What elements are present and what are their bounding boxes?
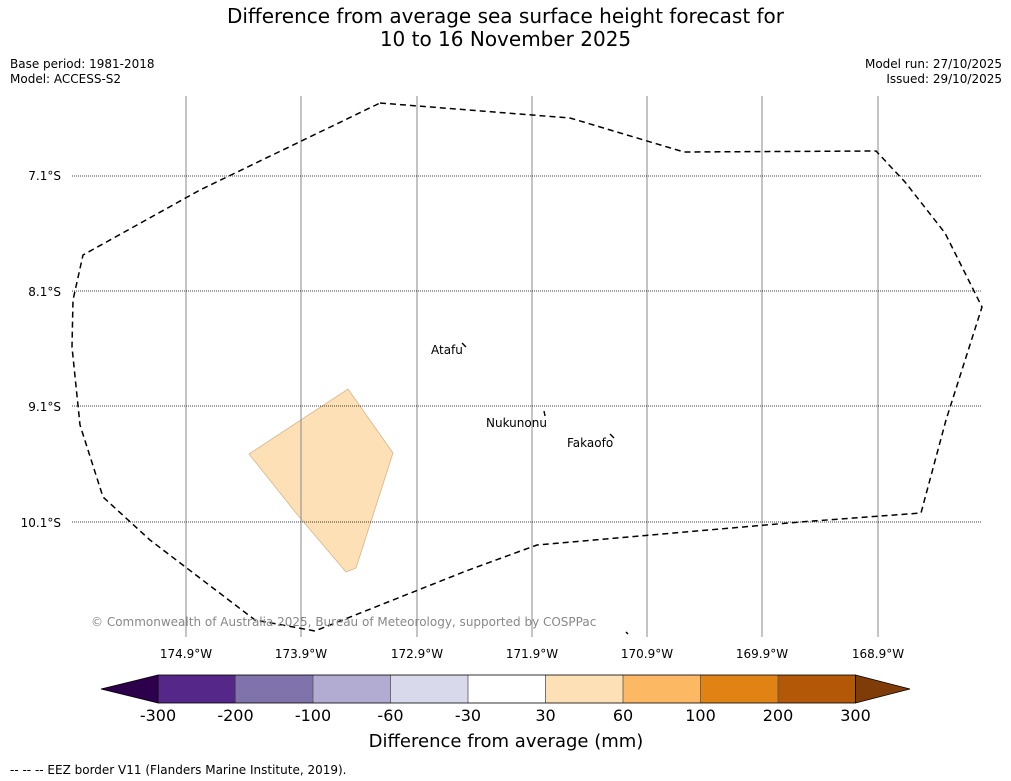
colorbar-segment — [623, 675, 701, 703]
lat-label: 7.1°S — [28, 169, 61, 183]
colorbar-frame — [157, 674, 856, 704]
credit-text: © Commonwealth of Australia 2025, Bureau… — [91, 615, 596, 629]
lon-label: 169.9°W — [736, 647, 788, 661]
lon-label: 171.9°W — [506, 647, 558, 661]
title-line-1: Difference from average sea surface heig… — [226, 4, 785, 28]
model-name: Model: ACCESS-S2 — [10, 72, 122, 86]
colorbar-tick: -300 — [140, 706, 176, 725]
colorbar-tick: -100 — [295, 706, 331, 725]
issued-date: Issued: 29/10/2025 — [886, 72, 1002, 86]
colorbar-tick: 100 — [685, 706, 716, 725]
colorbar-segment — [158, 675, 236, 703]
islet-icon — [625, 631, 629, 635]
meta-left: Base period: 1981-2018 Model: ACCESS-S2 — [10, 57, 155, 87]
colorbar-segment — [235, 675, 313, 703]
meta-right: Model run: 27/10/2025 Issued: 29/10/2025 — [865, 57, 1002, 87]
lon-label: 174.9°W — [160, 647, 212, 661]
nukunonu-atoll-icon — [543, 410, 546, 417]
lon-label: 170.9°W — [621, 647, 673, 661]
colorbar: -300 -200 -100 -60 -30 30 60 100 200 300… — [100, 674, 911, 752]
colorbar-segment — [778, 675, 856, 703]
lon-label: 172.9°W — [391, 647, 443, 661]
lat-label: 8.1°S — [28, 285, 61, 299]
lon-label: 168.9°W — [852, 647, 904, 661]
anomaly-patch — [248, 388, 394, 573]
colorbar-tick: -60 — [377, 706, 403, 725]
colorbar-tick: -200 — [217, 706, 253, 725]
colorbar-title: Difference from average (mm) — [369, 731, 644, 752]
place-label-nukunonu: Nukunonu — [486, 416, 547, 430]
title-line-2: 10 to 16 November 2025 — [379, 27, 632, 51]
colorbar-extend-low — [100, 674, 159, 704]
colorbar-segment — [313, 675, 391, 703]
colorbar-segment — [468, 675, 546, 703]
colorbar-tick: -30 — [455, 706, 481, 725]
colorbar-segment — [700, 675, 778, 703]
colorbar-segment — [545, 675, 623, 703]
colorbar-tick: 30 — [535, 706, 555, 725]
colorbar-extend-high — [855, 674, 911, 704]
eez-border — [71, 102, 983, 632]
meridians — [185, 96, 879, 637]
lat-label: 9.1°S — [28, 400, 61, 414]
base-period: Base period: 1981-2018 — [10, 57, 155, 71]
colorbar-segment — [390, 675, 468, 703]
eez-legend-footer: -- -- -- EEZ border V11 (Flanders Marine… — [10, 763, 347, 777]
lon-label: 173.9°W — [275, 647, 327, 661]
colorbar-tick: 60 — [613, 706, 633, 725]
parallels — [72, 175, 982, 523]
map-title: Difference from average sea surface heig… — [0, 5, 1011, 51]
place-label-fakaofo: Fakaofo — [567, 436, 613, 450]
islands — [461, 342, 629, 635]
atafu-atoll-icon — [461, 342, 467, 348]
place-label-atafu: Atafu — [431, 343, 463, 357]
model-run: Model run: 27/10/2025 — [864, 57, 1002, 71]
colorbar-tick: 200 — [763, 706, 794, 725]
colorbar-tick: 300 — [840, 706, 871, 725]
lat-label: 10.1°S — [21, 516, 61, 530]
fakaofo-atoll-icon — [609, 433, 615, 439]
